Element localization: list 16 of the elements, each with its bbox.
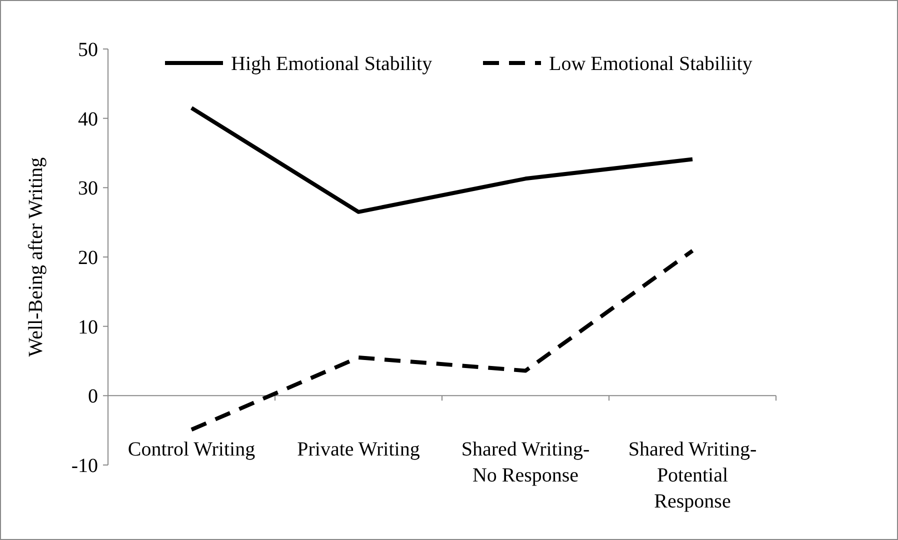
y-tick-label: 50 xyxy=(78,39,98,61)
y-tick-label: 0 xyxy=(88,386,98,408)
legend-label: Low Emotional Stabiliity xyxy=(549,53,752,75)
legend-label: High Emotional Stability xyxy=(231,53,432,75)
y-tick-label: 30 xyxy=(78,178,98,200)
x-tick-label: Shared Writing- No Response xyxy=(461,438,590,487)
line-series xyxy=(190,106,694,214)
y-axis-title: Well-Being after Writing xyxy=(25,157,47,357)
y-tick-label: -10 xyxy=(71,455,98,477)
y-tick-label: 10 xyxy=(78,316,98,338)
x-tick-label: Shared Writing- Potential Response xyxy=(628,438,757,513)
y-tick-label: 20 xyxy=(78,247,98,269)
x-tick-label: Private Writing xyxy=(297,438,420,461)
line-series xyxy=(190,248,694,432)
x-tick-label: Control Writing xyxy=(128,438,256,461)
y-tick-label: 40 xyxy=(78,108,98,130)
